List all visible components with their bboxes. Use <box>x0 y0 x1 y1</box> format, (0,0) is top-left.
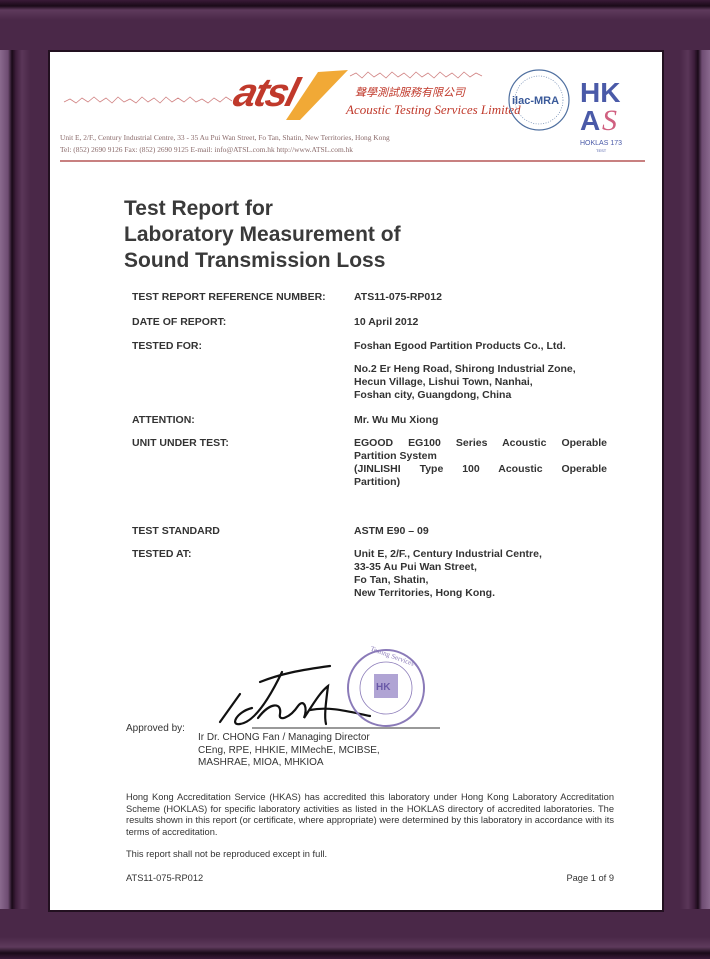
svg-text:S: S <box>602 104 617 137</box>
attention-label: ATTENTION: <box>132 414 195 426</box>
ref-label: TEST REPORT REFERENCE NUMBER: <box>132 291 326 303</box>
svg-text:atsl: atsl <box>229 70 305 115</box>
address-line: Foshan city, Guangdong, China <box>354 389 512 401</box>
frame-bottom <box>0 909 710 959</box>
title-line: Sound Transmission Loss <box>124 249 386 272</box>
page-number: Page 1 of 9 <box>566 873 614 883</box>
standard-value: ASTM E90 – 09 <box>354 525 429 537</box>
frame-top <box>0 0 710 50</box>
atsl-logo: atsl 聲學測試服務有限公司 Acoustic Testing Service… <box>63 69 622 153</box>
svg-text:A: A <box>580 105 600 136</box>
approver-name: Ir Dr. CHONG Fan / Managing Director <box>198 732 370 743</box>
company-seal: HK Testing Services <box>347 645 425 727</box>
address-line: Unit E, 2/F., Century Industrial Centre, <box>354 548 542 560</box>
svg-text:TEST: TEST <box>596 148 607 153</box>
address-line: Hecun Village, Lishui Town, Nanhai, <box>354 376 533 388</box>
title-line: Test Report for <box>124 197 273 220</box>
standard-label: TEST STANDARD <box>132 525 220 537</box>
svg-text:HOKLAS 173: HOKLAS 173 <box>580 140 622 147</box>
approved-by-label: Approved by: <box>126 723 185 734</box>
letterhead-contact: Tel: (852) 2690 9126 Fax: (852) 2690 912… <box>60 145 353 154</box>
unit-line: Partition) <box>354 476 401 488</box>
report-title: Test Report for Laboratory Measurement o… <box>124 196 401 274</box>
reproduction-notice: This report shall not be reproduced exce… <box>126 849 328 859</box>
date-label: DATE OF REPORT: <box>132 316 227 328</box>
approver-credentials: MASHRAE, MIOA, MHKIOA <box>198 757 324 768</box>
approver-credentials: CEng, RPE, HHKIE, MIMechE, MCIBSE, <box>198 744 380 756</box>
certificate-page: atsl 聲學測試服務有限公司 Acoustic Testing Service… <box>50 52 662 910</box>
address-line: New Territories, Hong Kong. <box>354 587 495 599</box>
unit-line: EGOOD EG100 Series Acoustic Operable <box>354 437 607 449</box>
svg-text:Acoustic Testing Services Limi: Acoustic Testing Services Limited <box>345 102 521 117</box>
address-line: No.2 Er Heng Road, Shirong Industrial Zo… <box>354 363 576 375</box>
tested-for-value: Foshan Egood Partition Products Co., Ltd… <box>354 340 566 352</box>
unit-line: Partition System <box>354 450 437 462</box>
tested-for-label: TESTED FOR: <box>132 340 202 352</box>
svg-text:HK: HK <box>580 77 620 108</box>
letterhead: atsl 聲學測試服務有限公司 Acoustic Testing Service… <box>50 52 662 162</box>
client-address: No.2 Er Heng Road, Shirong Industrial Zo… <box>354 363 607 402</box>
signature <box>218 664 372 726</box>
address-line: Fo Tan, Shatin, <box>354 574 429 586</box>
approver-block: Ir Dr. CHONG Fan / Managing Director CEn… <box>198 732 380 770</box>
svg-text:HK: HK <box>376 682 391 693</box>
address-line: 33-35 Au Pui Wan Street, <box>354 561 477 573</box>
unit-value: EGOOD EG100 Series Acoustic Operable Par… <box>354 437 607 489</box>
letterhead-address: Unit E, 2/F., Century Industrial Centre,… <box>60 133 390 142</box>
letterhead-divider <box>60 160 645 162</box>
ref-value: ATS11-075-RP012 <box>354 291 442 303</box>
footer-ref: ATS11-075-RP012 <box>126 873 204 883</box>
attention-value: Mr. Wu Mu Xiong <box>354 414 439 426</box>
accreditation-statement: Hong Kong Accreditation Service (HKAS) h… <box>126 792 614 837</box>
tested-at-label: TESTED AT: <box>132 548 192 560</box>
unit-line: (JINLISHI Type 100 Acoustic Operable <box>354 463 607 475</box>
title-line: Laboratory Measurement of <box>124 223 401 246</box>
tested-at-value: Unit E, 2/F., Century Industrial Centre,… <box>354 548 607 600</box>
unit-label: UNIT UNDER TEST: <box>132 437 229 449</box>
svg-text:ilac-MRA: ilac-MRA <box>512 95 559 107</box>
signature-and-seal: HK Testing Services <box>218 645 440 729</box>
svg-text:聲學測試服務有限公司: 聲學測試服務有限公司 <box>355 86 466 99</box>
date-value: 10 April 2012 <box>354 316 419 328</box>
